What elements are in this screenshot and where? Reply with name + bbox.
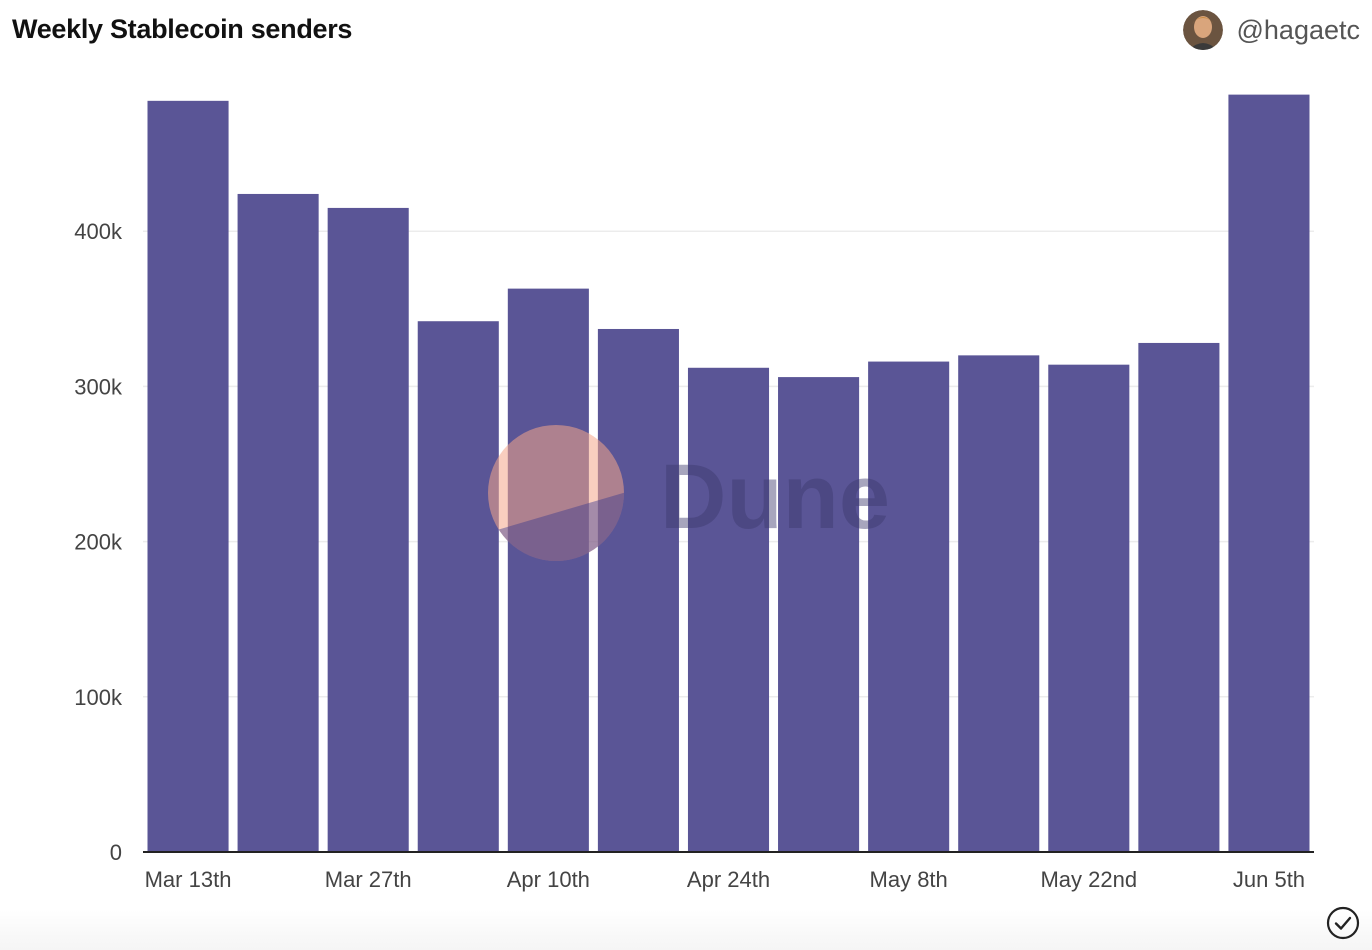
- bar-may-8th[interactable]: [868, 361, 950, 852]
- bar-apr-17th[interactable]: [597, 328, 679, 852]
- bar-may-29th[interactable]: [1138, 342, 1220, 852]
- bar-mar-27th[interactable]: [327, 207, 409, 853]
- x-tick-label: Jun 5th: [1233, 867, 1305, 892]
- x-tick-label: Apr 24th: [687, 867, 770, 892]
- chart-title: Weekly Stablecoin senders: [12, 14, 353, 44]
- user-avatar-icon[interactable]: [1182, 10, 1223, 50]
- x-tick-label: Mar 13th: [145, 867, 232, 892]
- y-tick-label: 200k: [74, 530, 123, 555]
- bar-may-1st[interactable]: [778, 377, 860, 852]
- bar-jun-5th[interactable]: [1228, 94, 1310, 852]
- y-tick-label: 300k: [74, 374, 123, 399]
- author-badge[interactable]: @hagaetc: [1182, 10, 1361, 50]
- y-tick-label: 0: [110, 840, 122, 865]
- x-tick-label: Mar 27th: [325, 867, 412, 892]
- x-tick-label: May 22nd: [1040, 867, 1137, 892]
- bar-mar-13th[interactable]: [147, 100, 229, 852]
- x-tick-label: May 8th: [870, 867, 948, 892]
- check-circle-icon[interactable]: [1326, 906, 1360, 940]
- bar-may-15th[interactable]: [958, 355, 1040, 852]
- bar-may-22nd[interactable]: [1048, 364, 1130, 852]
- bar-apr-3rd[interactable]: [417, 321, 499, 852]
- y-tick-label: 400k: [74, 219, 123, 244]
- x-tick-label: Apr 10th: [507, 867, 590, 892]
- author-name[interactable]: @hagaetc: [1236, 14, 1361, 45]
- bar-apr-10th[interactable]: [507, 288, 589, 852]
- watermark-text: Dune: [660, 446, 890, 548]
- bar-apr-24th[interactable]: [687, 367, 770, 852]
- y-tick-label: 100k: [74, 685, 123, 710]
- bar-mar-20th[interactable]: [237, 193, 319, 852]
- bottom-fade: [0, 910, 1372, 950]
